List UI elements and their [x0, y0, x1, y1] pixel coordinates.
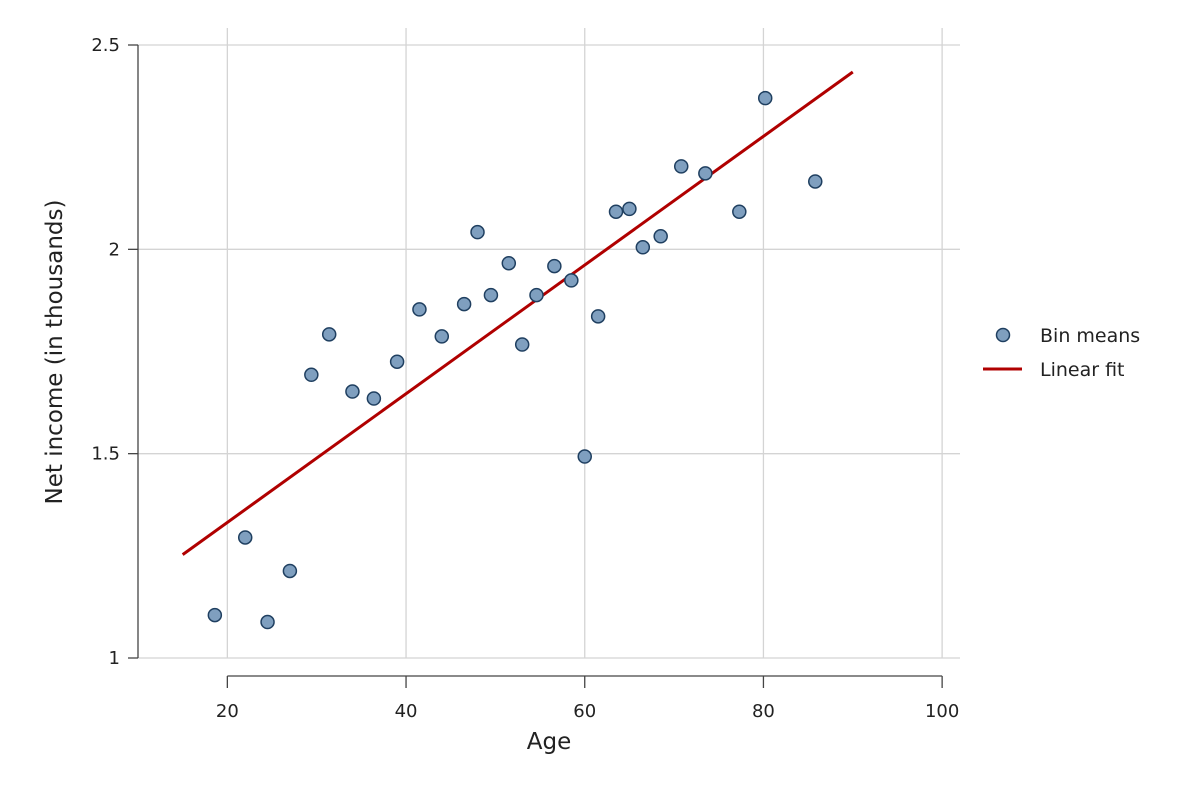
bin-mean-point	[483, 287, 499, 303]
linear-fit-layer	[181, 70, 854, 556]
bin-mean-point	[577, 449, 592, 464]
bin-mean-point	[635, 240, 651, 255]
bin-mean-point	[456, 296, 472, 312]
bin-mean-point	[345, 384, 360, 399]
y-tick-label: 1	[109, 648, 120, 669]
y-tick-label: 2	[109, 239, 120, 260]
legend: Bin means Linear fit	[983, 325, 1140, 381]
bin-means-layer	[207, 90, 823, 630]
bin-mean-point	[698, 166, 713, 181]
x-tick-label: 80	[752, 701, 775, 722]
x-axis-title: Age	[527, 729, 571, 755]
bin-mean-point	[547, 258, 562, 274]
y-axis-title: Net income (in thousands)	[42, 200, 68, 505]
bin-mean-point	[590, 309, 606, 324]
x-tick-label: 60	[573, 701, 596, 722]
bin-mean-point	[757, 90, 773, 106]
linear-fit-line	[181, 70, 854, 556]
grid-lines	[138, 28, 960, 659]
x-tick-label: 40	[395, 701, 418, 722]
bin-mean-point	[564, 273, 579, 288]
bin-mean-point	[501, 255, 517, 271]
bin-mean-point	[207, 607, 223, 623]
axes: 1 1.5 2 2.5 20 40 60 80 100	[91, 35, 959, 722]
bin-mean-point	[732, 204, 747, 219]
bin-mean-point	[282, 563, 298, 579]
y-tick-label: 2.5	[91, 35, 120, 56]
bin-mean-point	[808, 174, 823, 189]
bin-mean-point	[673, 159, 689, 174]
bin-mean-point	[529, 287, 544, 303]
bin-mean-point	[514, 337, 530, 352]
bin-mean-point	[389, 354, 405, 369]
bin-mean-point	[321, 327, 337, 342]
x-tick-label: 20	[216, 701, 239, 722]
bin-mean-point	[434, 329, 450, 344]
bin-mean-point	[237, 530, 253, 545]
bin-mean-point	[608, 204, 624, 219]
bin-mean-point	[412, 302, 427, 317]
bin-mean-point	[304, 367, 319, 383]
x-tick-label: 100	[925, 701, 959, 722]
bin-mean-point	[260, 614, 275, 630]
legend-marker-bin-means	[995, 327, 1011, 343]
bin-mean-point	[622, 201, 637, 217]
bin-mean-point	[470, 224, 485, 240]
legend-label-linear-fit: Linear fit	[1040, 359, 1125, 381]
legend-label-bin-means: Bin means	[1040, 325, 1140, 347]
bin-mean-point	[653, 229, 668, 244]
bin-mean-point	[366, 391, 382, 406]
y-tick-label: 1.5	[91, 444, 120, 465]
